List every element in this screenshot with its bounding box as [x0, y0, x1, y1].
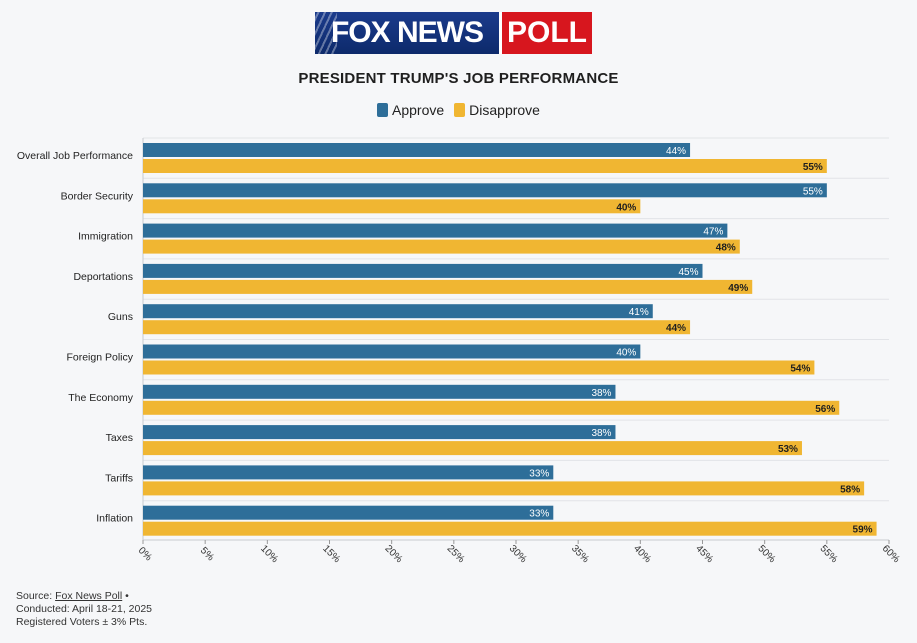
chart-legend: Approve Disapprove — [0, 102, 917, 118]
bar-disapprove — [143, 320, 691, 335]
conducted-dates: Conducted: April 18-21, 2025 — [16, 603, 153, 615]
bar-approve — [143, 465, 554, 480]
x-tick-label: 55% — [818, 543, 840, 565]
data-label-disapprove: 58% — [840, 484, 860, 495]
category-label: Immigration — [78, 231, 133, 243]
data-label-disapprove: 48% — [716, 243, 736, 254]
data-label-approve: 38% — [591, 388, 611, 399]
data-label-approve: 38% — [591, 428, 611, 439]
bar-disapprove — [143, 239, 740, 254]
x-tick-label: 40% — [631, 543, 653, 565]
category-label: Tariffs — [105, 472, 133, 484]
bar-disapprove — [143, 279, 753, 294]
x-tick-label: 45% — [693, 543, 715, 565]
bar-disapprove — [143, 400, 840, 415]
bar-disapprove — [143, 199, 641, 214]
data-label-disapprove: 54% — [790, 364, 810, 375]
bar-approve — [143, 223, 728, 238]
bar-approve — [143, 384, 616, 399]
category-label: Inflation — [96, 513, 133, 525]
x-tick-label: 25% — [445, 543, 467, 565]
data-label-approve: 45% — [678, 267, 698, 278]
legend-label-disapprove: Disapprove — [469, 102, 540, 118]
legend-swatch-approve — [377, 103, 388, 117]
data-label-approve: 40% — [616, 348, 636, 359]
fox-news-poll-logo: FOX NEWS POLL — [315, 12, 592, 54]
x-tick-label: 35% — [569, 543, 591, 565]
data-label-disapprove: 59% — [853, 525, 873, 536]
x-tick-label: 5% — [198, 545, 216, 563]
data-label-approve: 47% — [703, 227, 723, 238]
bar-approve — [143, 143, 691, 157]
data-label-approve: 33% — [529, 468, 549, 479]
legend-label-approve: Approve — [392, 102, 445, 118]
bar-approve — [143, 183, 827, 198]
data-label-approve: 33% — [529, 509, 549, 520]
x-tick-label: 15% — [320, 543, 342, 565]
x-tick-label: 10% — [258, 543, 280, 565]
bar-disapprove — [143, 481, 865, 496]
chart-footer: Source: Fox News Poll • Conducted: April… — [16, 590, 152, 629]
data-label-approve: 55% — [803, 186, 823, 197]
category-label: Foreign Policy — [66, 352, 133, 364]
x-tick-label: 50% — [755, 543, 777, 565]
source-line: Source: Fox News Poll • — [16, 590, 152, 603]
x-tick-label: 60% — [880, 543, 902, 565]
category-label: The Economy — [68, 392, 134, 404]
source-link[interactable]: Fox News Poll — [55, 590, 123, 602]
bar-disapprove — [143, 521, 877, 536]
category-label: Overall Job Performance — [17, 150, 133, 162]
source-prefix: Source: — [16, 590, 56, 602]
data-label-disapprove: 40% — [616, 202, 636, 213]
category-label: Deportations — [73, 271, 133, 283]
x-tick-label: 30% — [507, 543, 529, 565]
category-label: Border Security — [61, 190, 134, 202]
x-tick-label: 0% — [136, 545, 154, 563]
category-label: Taxes — [106, 432, 133, 444]
bar-approve — [143, 263, 703, 278]
logo-fox-news: FOX NEWS — [315, 12, 499, 54]
legend-item-disapprove[interactable]: Disapprove — [454, 102, 540, 118]
bar-disapprove — [143, 159, 827, 173]
bar-disapprove — [143, 441, 802, 456]
data-label-disapprove: 56% — [815, 404, 835, 415]
bar-approve — [143, 304, 653, 319]
category-label: Guns — [108, 311, 133, 323]
logo-poll: POLL — [499, 12, 592, 54]
x-tick-label: 20% — [382, 543, 404, 565]
legend-item-approve[interactable]: Approve — [377, 102, 444, 118]
data-label-disapprove: 49% — [728, 283, 748, 294]
legend-swatch-disapprove — [454, 103, 466, 117]
data-label-disapprove: 55% — [803, 162, 823, 173]
data-label-disapprove: 44% — [666, 323, 686, 334]
chart-title: PRESIDENT TRUMP'S JOB PERFORMANCE — [298, 70, 619, 87]
data-label-approve: 41% — [629, 307, 649, 318]
data-label-approve: 44% — [666, 146, 686, 157]
data-label-disapprove: 53% — [778, 444, 798, 455]
bar-approve — [143, 344, 641, 359]
source-suffix: • — [122, 590, 129, 602]
bar-approve — [143, 425, 616, 440]
margin-of-error: Registered Voters ± 3% Pts. — [16, 616, 148, 628]
bar-disapprove — [143, 360, 815, 375]
bar-approve — [143, 505, 554, 520]
